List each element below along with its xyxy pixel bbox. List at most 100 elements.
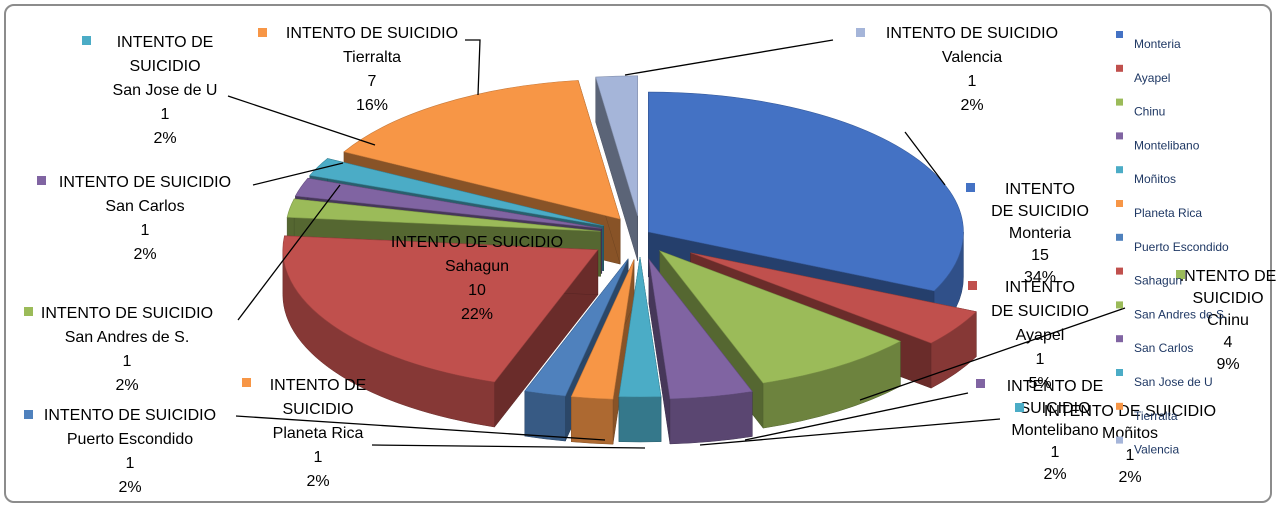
data-label-planeta-rica: INTENTO DE SUICIDIO Planeta Rica 1 2%: [270, 377, 367, 490]
data-label-montelibano-line: Montelibano: [1011, 422, 1098, 439]
data-label-sahagun-line: Sahagun: [445, 258, 509, 275]
data-label-san-andres-de-s-line: San Andres de S.: [65, 329, 190, 346]
slices: [282, 75, 977, 445]
legend-key-sahagun: [1116, 267, 1123, 275]
data-label-sahagun-line: 22%: [461, 306, 493, 323]
data-label-chinu: INTENTO DE SUICIDIO Chinu 4 9%: [1180, 268, 1277, 373]
data-label-san-carlos-line: 2%: [133, 246, 156, 263]
legend-key-san-carlos: [1116, 335, 1123, 343]
legend: Monteria Ayapel Chinu Montelibano Moñitos Pla…: [1116, 31, 1229, 457]
leader-line-san-andres-de-s: [237, 184, 341, 321]
data-label-san-andres-de-s-line: 2%: [115, 377, 138, 394]
legend-label-valencia: Valencia: [1134, 443, 1179, 457]
data-label-san-andres-de-s-line: 1: [123, 353, 132, 370]
data-label-chinu-line: SUICIDIO: [1192, 290, 1263, 307]
leader-lines: [227, 39, 1126, 449]
data-label-puerto-escondido: INTENTO DE SUICIDIO Puerto Escondido 1 2%: [44, 407, 216, 496]
data-label-ayapel-marker: [968, 281, 977, 290]
slice-san-jose-de-u-top: [309, 158, 604, 227]
data-label-montelibano-line: SUICIDIO: [1019, 400, 1090, 417]
data-label-puerto-escondido-line: INTENTO DE SUICIDIO: [44, 407, 216, 424]
slice-sahagun-top: [282, 235, 599, 383]
data-label-monitos-marker: [1015, 403, 1024, 412]
leader-line-tierralta: [465, 39, 481, 96]
data-label-monitos-line: Moñitos: [1102, 425, 1158, 442]
data-label-montelibano-marker: [976, 379, 985, 388]
data-label-san-jose-de-u-line: San Jose de U: [113, 82, 218, 99]
data-label-sahagun: INTENTO DE SUICIDIO Sahagun 10 22%: [391, 234, 563, 323]
data-label-ayapel-line: 1: [1036, 351, 1045, 368]
data-label-valencia-line: 2%: [960, 97, 983, 114]
legend-key-puerto-escondido: [1116, 233, 1123, 241]
data-label-san-jose-de-u-line: 1: [161, 106, 170, 123]
data-label-puerto-escondido-line: 1: [126, 455, 135, 472]
slice-monitos: [618, 256, 662, 443]
slice-chinu-top: [658, 250, 902, 384]
data-label-san-jose-de-u: INTENTO DE SUICIDIO San Jose de U 1 2%: [113, 34, 218, 147]
legend-label-monitos: Moñitos: [1134, 172, 1176, 186]
data-label-valencia-marker: [856, 28, 865, 37]
slice-monitos-top: [618, 256, 662, 398]
data-label-monitos: INTENTO DE SUICIDIO Moñitos 1 2%: [1044, 403, 1216, 486]
data-label-monteria-line: 15: [1031, 247, 1049, 264]
data-label-puerto-escondido-line: 2%: [118, 479, 141, 496]
legend-label-monteria: Monteria: [1134, 37, 1181, 51]
leader-line-san-carlos: [252, 162, 344, 186]
legend-key-san-andres-de-s: [1116, 301, 1123, 309]
slice-valencia-top: [595, 75, 638, 216]
data-label-tierralta: INTENTO DE SUICIDIO Tierralta 7 16%: [286, 25, 458, 114]
leader-line-chinu: [859, 307, 1126, 401]
data-label-ayapel-line: 5%: [1028, 375, 1051, 392]
legend-label-ayapel: Ayapel: [1134, 71, 1170, 85]
data-label-tierralta-line: 7: [368, 73, 377, 90]
slice-montelibano-top: [648, 258, 753, 400]
data-label-ayapel-line: DE SUICIDIO: [991, 303, 1089, 320]
slice-puerto-escondido-rim: [524, 390, 566, 442]
data-label-planeta-rica-line: Planeta Rica: [273, 425, 364, 442]
data-label-ayapel: INTENTO DE SUICIDIO Ayapel 1 5%: [991, 279, 1089, 392]
data-label-monteria-line: 34%: [1024, 269, 1056, 286]
leader-line-san-jose-de-u: [227, 95, 376, 146]
slice-valencia: [595, 75, 638, 261]
data-label-ayapel-line: Ayapel: [1016, 327, 1065, 344]
slice-sahagun: [282, 235, 599, 428]
data-label-san-jose-de-u-line: SUICIDIO: [129, 58, 200, 75]
data-label-tierralta-line: INTENTO DE SUICIDIO: [286, 25, 458, 42]
legend-label-tierralta: Tierralta: [1134, 409, 1178, 423]
data-label-planeta-rica-line: SUICIDIO: [282, 401, 353, 418]
leader-line-monteria: [904, 131, 946, 186]
legend-key-tierralta: [1116, 402, 1123, 410]
legend-key-monteria: [1116, 31, 1123, 38]
data-label-chinu-line: INTENTO DE: [1180, 268, 1277, 285]
data-label-san-carlos-line: INTENTO DE SUICIDIO: [59, 174, 231, 191]
data-label-puerto-escondido-line: Puerto Escondido: [67, 431, 193, 448]
data-label-tierralta-line: 16%: [356, 97, 388, 114]
data-label-puerto-escondido-marker: [24, 410, 33, 419]
data-label-tierralta-line: Tierralta: [343, 49, 401, 66]
legend-label-sahagun: Sahagun: [1134, 274, 1182, 288]
data-label-monteria-line: INTENTO: [1005, 181, 1075, 198]
data-label-monitos-line: 1: [1126, 447, 1135, 464]
legend-key-san-jose-de-u: [1116, 369, 1123, 376]
data-label-monitos-line: 2%: [1118, 469, 1141, 486]
data-label-ayapel-line: INTENTO: [1005, 279, 1075, 296]
data-label-valencia-line: Valencia: [942, 49, 1002, 66]
leader-line-planeta-rica: [371, 444, 646, 449]
data-label-planeta-rica-line: 1: [314, 449, 323, 466]
data-label-monteria-line: DE SUICIDIO: [991, 203, 1089, 220]
legend-key-monitos: [1116, 166, 1123, 174]
legend-label-san-andres-de-s: San Andres de S.: [1134, 307, 1227, 321]
legend-key-chinu: [1116, 98, 1123, 106]
data-label-sahagun-line: 10: [468, 282, 486, 299]
legend-key-valencia: [1116, 436, 1123, 444]
data-label-san-jose-de-u-line: INTENTO DE: [117, 34, 214, 51]
slice-monitos-rim: [618, 396, 662, 443]
data-label-planeta-rica-line: INTENTO DE: [270, 377, 367, 394]
data-label-san-andres-de-s-marker: [24, 307, 33, 316]
slice-montelibano-rim: [669, 391, 753, 445]
data-label-monteria-marker: [966, 183, 975, 192]
slice-planeta-rica: [570, 259, 635, 445]
leader-line-monitos: [699, 418, 1001, 446]
slice-puerto-escondido-top: [524, 258, 629, 397]
